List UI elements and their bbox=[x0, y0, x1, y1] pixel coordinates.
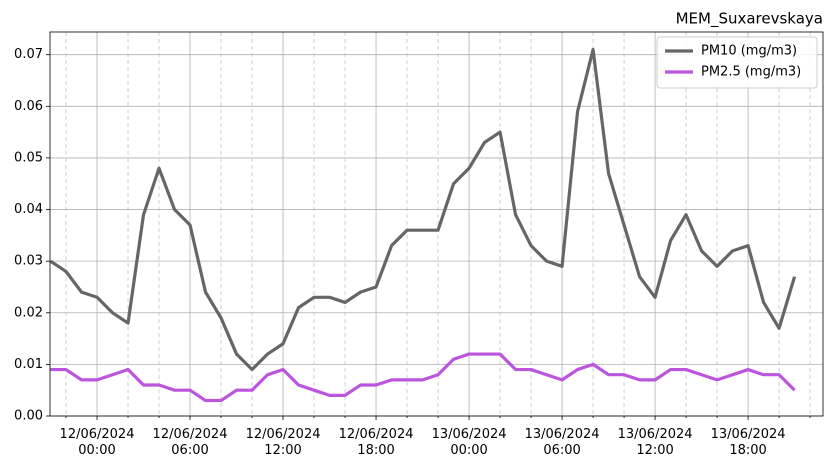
y-tick-label: 0.05 bbox=[14, 150, 43, 165]
x-tick-label: 12/06/2024 06:00 bbox=[153, 427, 228, 458]
x-tick-label: 13/06/2024 06:00 bbox=[525, 427, 600, 458]
y-tick-label: 0.03 bbox=[14, 254, 43, 269]
plot-frame bbox=[49, 31, 824, 417]
y-tick-label: 0.01 bbox=[14, 357, 43, 372]
y-tick-label: 0.00 bbox=[14, 409, 43, 424]
legend-label: PM2.5 (mg/m3) bbox=[701, 65, 801, 80]
series-line bbox=[49, 47, 797, 372]
legend-label: PM10 (mg/m3) bbox=[701, 44, 797, 59]
x-tick-label: 12/06/2024 00:00 bbox=[60, 427, 135, 458]
y-tick-label: 0.06 bbox=[14, 99, 43, 114]
x-tick-label: 12/06/2024 18:00 bbox=[339, 427, 414, 458]
legend-box bbox=[656, 36, 818, 89]
chart-title: MEM_Suxarevskaya bbox=[676, 10, 823, 29]
y-tick-label: 0.07 bbox=[14, 47, 43, 62]
x-tick-label: 13/06/2024 12:00 bbox=[618, 427, 693, 458]
x-tick-label: 13/06/2024 00:00 bbox=[432, 427, 507, 458]
grid bbox=[50, 32, 823, 417]
y-tick-label: 0.04 bbox=[14, 202, 43, 217]
x-tick-label: 12/06/2024 12:00 bbox=[246, 427, 321, 458]
series-line bbox=[50, 352, 796, 403]
y-tick-label: 0.02 bbox=[14, 305, 43, 320]
legend: PM10 (mg/m3) PM2.5 (mg/m3) bbox=[656, 36, 818, 89]
x-tick-label: 13/06/2024 18:00 bbox=[711, 427, 786, 458]
